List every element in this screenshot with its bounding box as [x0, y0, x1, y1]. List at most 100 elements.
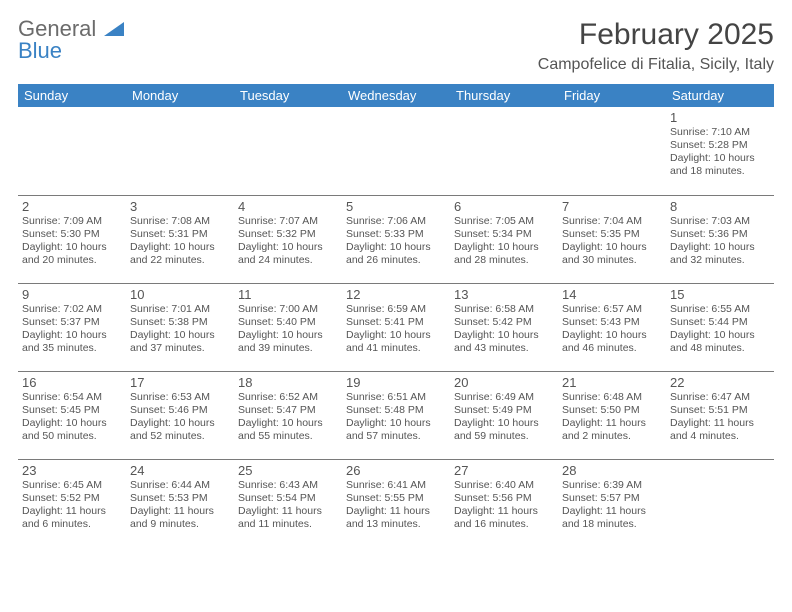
day-info: Sunrise: 7:10 AMSunset: 5:28 PMDaylight:…: [670, 126, 770, 179]
sunrise-text: Sunrise: 6:43 AM: [238, 479, 338, 492]
daylight-text: Daylight: 10 hours and 28 minutes.: [454, 241, 554, 267]
day-info: Sunrise: 7:03 AMSunset: 5:36 PMDaylight:…: [670, 215, 770, 268]
sunset-text: Sunset: 5:45 PM: [22, 404, 122, 417]
sunrise-text: Sunrise: 6:44 AM: [130, 479, 230, 492]
day-info: Sunrise: 6:57 AMSunset: 5:43 PMDaylight:…: [562, 303, 662, 356]
calendar-body: 1Sunrise: 7:10 AMSunset: 5:28 PMDaylight…: [18, 107, 774, 547]
calendar-cell: [126, 107, 234, 195]
sunset-text: Sunset: 5:30 PM: [22, 228, 122, 241]
daylight-text: Daylight: 10 hours and 30 minutes.: [562, 241, 662, 267]
day-info: Sunrise: 6:49 AMSunset: 5:49 PMDaylight:…: [454, 391, 554, 444]
sunrise-text: Sunrise: 6:51 AM: [346, 391, 446, 404]
calendar-cell: 9Sunrise: 7:02 AMSunset: 5:37 PMDaylight…: [18, 283, 126, 371]
daylight-text: Daylight: 11 hours and 16 minutes.: [454, 505, 554, 531]
calendar-cell: [18, 107, 126, 195]
daylight-text: Daylight: 10 hours and 32 minutes.: [670, 241, 770, 267]
calendar-cell: 28Sunrise: 6:39 AMSunset: 5:57 PMDayligh…: [558, 459, 666, 547]
calendar-cell: [450, 107, 558, 195]
sunrise-text: Sunrise: 6:40 AM: [454, 479, 554, 492]
day-number: 27: [454, 463, 554, 478]
calendar-cell: 2Sunrise: 7:09 AMSunset: 5:30 PMDaylight…: [18, 195, 126, 283]
day-info: Sunrise: 6:48 AMSunset: 5:50 PMDaylight:…: [562, 391, 662, 444]
sunset-text: Sunset: 5:52 PM: [22, 492, 122, 505]
sunrise-text: Sunrise: 7:05 AM: [454, 215, 554, 228]
sunrise-text: Sunrise: 7:07 AM: [238, 215, 338, 228]
sunrise-text: Sunrise: 6:55 AM: [670, 303, 770, 316]
calendar-cell: 7Sunrise: 7:04 AMSunset: 5:35 PMDaylight…: [558, 195, 666, 283]
header: General Blue February 2025 Campofelice d…: [18, 18, 774, 74]
day-info: Sunrise: 7:00 AMSunset: 5:40 PMDaylight:…: [238, 303, 338, 356]
daylight-text: Daylight: 10 hours and 43 minutes.: [454, 329, 554, 355]
day-number: 22: [670, 375, 770, 390]
sunrise-text: Sunrise: 7:01 AM: [130, 303, 230, 316]
day-number: 14: [562, 287, 662, 302]
sunrise-text: Sunrise: 6:39 AM: [562, 479, 662, 492]
daylight-text: Daylight: 10 hours and 18 minutes.: [670, 152, 770, 178]
sunset-text: Sunset: 5:33 PM: [346, 228, 446, 241]
day-number: 24: [130, 463, 230, 478]
calendar-cell: 17Sunrise: 6:53 AMSunset: 5:46 PMDayligh…: [126, 371, 234, 459]
daylight-text: Daylight: 11 hours and 4 minutes.: [670, 417, 770, 443]
sunrise-text: Sunrise: 6:52 AM: [238, 391, 338, 404]
calendar-cell: 27Sunrise: 6:40 AMSunset: 5:56 PMDayligh…: [450, 459, 558, 547]
day-info: Sunrise: 6:39 AMSunset: 5:57 PMDaylight:…: [562, 479, 662, 532]
calendar-cell: 1Sunrise: 7:10 AMSunset: 5:28 PMDaylight…: [666, 107, 774, 195]
sunset-text: Sunset: 5:49 PM: [454, 404, 554, 417]
day-number: 25: [238, 463, 338, 478]
day-number: 18: [238, 375, 338, 390]
calendar-cell: 20Sunrise: 6:49 AMSunset: 5:49 PMDayligh…: [450, 371, 558, 459]
day-number: 6: [454, 199, 554, 214]
sunrise-text: Sunrise: 6:57 AM: [562, 303, 662, 316]
sunrise-text: Sunrise: 6:54 AM: [22, 391, 122, 404]
sunrise-text: Sunrise: 6:58 AM: [454, 303, 554, 316]
sunset-text: Sunset: 5:38 PM: [130, 316, 230, 329]
day-info: Sunrise: 7:06 AMSunset: 5:33 PMDaylight:…: [346, 215, 446, 268]
daylight-text: Daylight: 11 hours and 6 minutes.: [22, 505, 122, 531]
daylight-text: Daylight: 10 hours and 26 minutes.: [346, 241, 446, 267]
day-number: 4: [238, 199, 338, 214]
calendar-cell: 18Sunrise: 6:52 AMSunset: 5:47 PMDayligh…: [234, 371, 342, 459]
sunrise-text: Sunrise: 6:48 AM: [562, 391, 662, 404]
calendar-header: SundayMondayTuesdayWednesdayThursdayFrid…: [18, 84, 774, 107]
daylight-text: Daylight: 10 hours and 59 minutes.: [454, 417, 554, 443]
sunrise-text: Sunrise: 6:49 AM: [454, 391, 554, 404]
calendar-cell: [342, 107, 450, 195]
sunset-text: Sunset: 5:47 PM: [238, 404, 338, 417]
sunset-text: Sunset: 5:51 PM: [670, 404, 770, 417]
day-info: Sunrise: 7:05 AMSunset: 5:34 PMDaylight:…: [454, 215, 554, 268]
calendar-cell: 16Sunrise: 6:54 AMSunset: 5:45 PMDayligh…: [18, 371, 126, 459]
daylight-text: Daylight: 10 hours and 46 minutes.: [562, 329, 662, 355]
daylight-text: Daylight: 10 hours and 24 minutes.: [238, 241, 338, 267]
weekday-header: Tuesday: [234, 84, 342, 107]
calendar-table: SundayMondayTuesdayWednesdayThursdayFrid…: [18, 84, 774, 547]
calendar-cell: [558, 107, 666, 195]
brand-line2: Blue: [18, 38, 62, 63]
calendar-cell: 26Sunrise: 6:41 AMSunset: 5:55 PMDayligh…: [342, 459, 450, 547]
daylight-text: Daylight: 10 hours and 22 minutes.: [130, 241, 230, 267]
day-info: Sunrise: 6:59 AMSunset: 5:41 PMDaylight:…: [346, 303, 446, 356]
calendar-cell: 23Sunrise: 6:45 AMSunset: 5:52 PMDayligh…: [18, 459, 126, 547]
day-number: 10: [130, 287, 230, 302]
daylight-text: Daylight: 10 hours and 52 minutes.: [130, 417, 230, 443]
sunset-text: Sunset: 5:48 PM: [346, 404, 446, 417]
day-info: Sunrise: 6:53 AMSunset: 5:46 PMDaylight:…: [130, 391, 230, 444]
sunrise-text: Sunrise: 7:02 AM: [22, 303, 122, 316]
sunset-text: Sunset: 5:40 PM: [238, 316, 338, 329]
sunset-text: Sunset: 5:35 PM: [562, 228, 662, 241]
location: Campofelice di Fitalia, Sicily, Italy: [538, 56, 774, 74]
calendar-cell: 13Sunrise: 6:58 AMSunset: 5:42 PMDayligh…: [450, 283, 558, 371]
calendar-cell: 15Sunrise: 6:55 AMSunset: 5:44 PMDayligh…: [666, 283, 774, 371]
daylight-text: Daylight: 11 hours and 18 minutes.: [562, 505, 662, 531]
calendar-cell: 21Sunrise: 6:48 AMSunset: 5:50 PMDayligh…: [558, 371, 666, 459]
day-number: 8: [670, 199, 770, 214]
day-number: 26: [346, 463, 446, 478]
calendar-cell: 6Sunrise: 7:05 AMSunset: 5:34 PMDaylight…: [450, 195, 558, 283]
daylight-text: Daylight: 10 hours and 57 minutes.: [346, 417, 446, 443]
logo-triangle-icon: [104, 22, 124, 36]
sunset-text: Sunset: 5:44 PM: [670, 316, 770, 329]
day-number: 15: [670, 287, 770, 302]
calendar-cell: [666, 459, 774, 547]
sunrise-text: Sunrise: 6:41 AM: [346, 479, 446, 492]
day-number: 1: [670, 110, 770, 125]
sunrise-text: Sunrise: 6:47 AM: [670, 391, 770, 404]
